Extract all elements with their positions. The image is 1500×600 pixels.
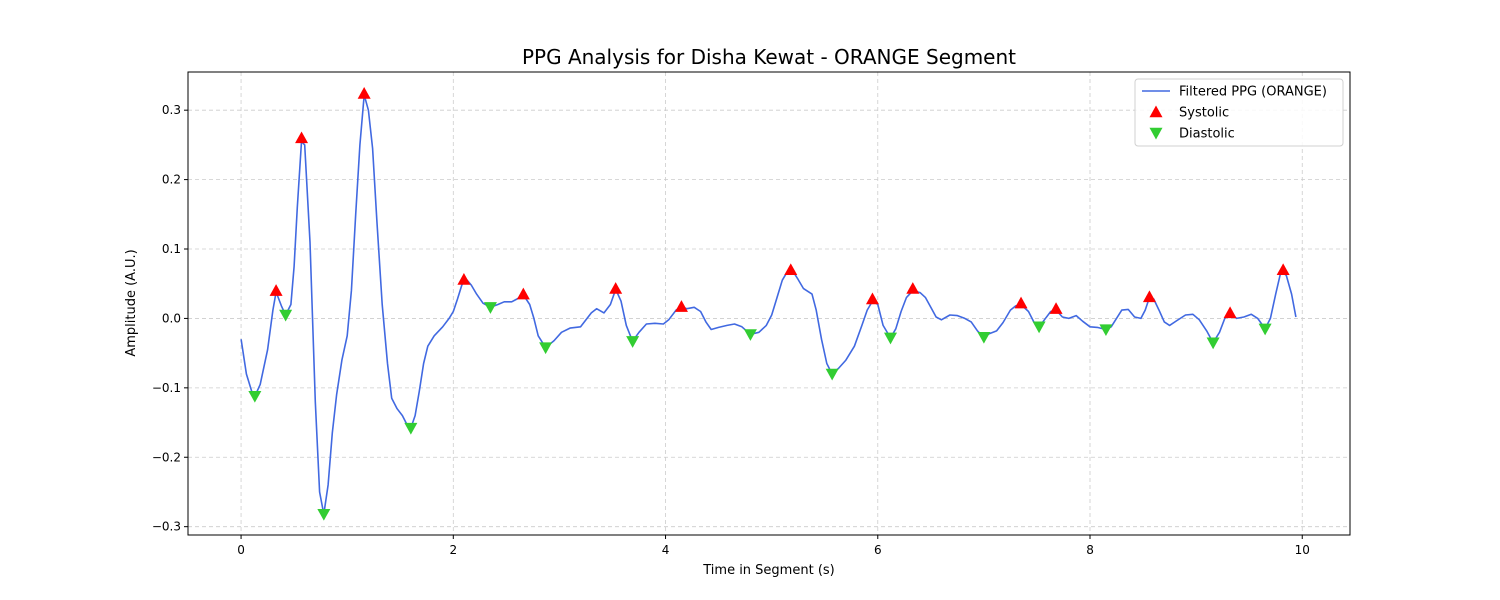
diastolic-marker bbox=[825, 368, 839, 381]
x-tick-label: 10 bbox=[1295, 543, 1310, 557]
plot-markers bbox=[248, 87, 1290, 521]
legend-label: Filtered PPG (ORANGE) bbox=[1179, 85, 1327, 100]
diastolic-marker bbox=[279, 309, 293, 322]
systolic-marker bbox=[609, 282, 623, 294]
plot-frame bbox=[187, 71, 1351, 536]
diastolic-marker bbox=[539, 342, 553, 355]
x-tick-label: 6 bbox=[874, 543, 882, 557]
diastolic-marker bbox=[626, 336, 640, 348]
y-tick-label: 0.3 bbox=[162, 103, 181, 117]
systolic-marker bbox=[457, 273, 471, 285]
systolic-marker bbox=[1276, 263, 1290, 276]
y-axis-label: Amplitude (A.U.) bbox=[124, 249, 139, 356]
legend-systolic-swatch bbox=[1149, 105, 1163, 118]
systolic-marker bbox=[1223, 306, 1237, 319]
diastolic-marker bbox=[483, 302, 497, 314]
diastolic-marker bbox=[743, 329, 757, 341]
y-tick-label: −0.3 bbox=[152, 520, 181, 534]
systolic-marker bbox=[1049, 302, 1063, 314]
x-tick-label: 0 bbox=[237, 543, 245, 557]
diastolic-marker bbox=[317, 508, 331, 521]
systolic-marker bbox=[516, 287, 530, 300]
x-tick-label: 4 bbox=[662, 543, 670, 557]
diastolic-marker bbox=[977, 331, 991, 344]
diastolic-marker bbox=[1099, 324, 1113, 337]
legend: Filtered PPG (ORANGE) Systolic Diastolic bbox=[1134, 78, 1344, 147]
y-tick-label: 0.2 bbox=[162, 173, 181, 187]
axis-ticks: 0 2 4 6 8 10 −0.3 −0.2 −0.1 0.0 0.1 0.2 0.3 bbox=[152, 103, 1310, 557]
diastolic-marker bbox=[248, 390, 262, 403]
systolic-marker bbox=[269, 284, 283, 296]
systolic-marker bbox=[906, 282, 920, 294]
y-tick-label: 0.1 bbox=[162, 242, 181, 256]
systolic-marker bbox=[295, 131, 309, 144]
systolic-marker bbox=[357, 87, 371, 99]
y-tick-label: −0.1 bbox=[152, 381, 181, 395]
x-tick-label: 2 bbox=[449, 543, 457, 557]
x-tick-label: 8 bbox=[1086, 543, 1094, 557]
systolic-marker bbox=[674, 300, 688, 312]
diastolic-marker bbox=[404, 422, 418, 435]
legend-label: Diastolic bbox=[1179, 127, 1235, 142]
legend-diastolic-swatch bbox=[1149, 127, 1163, 140]
legend-label: Systolic bbox=[1179, 106, 1229, 121]
systolic-marker bbox=[865, 292, 879, 305]
diastolic-marker bbox=[1258, 323, 1272, 336]
chart-title: PPG Analysis for Disha Kewat - ORANGE Se… bbox=[522, 45, 1016, 69]
x-axis-label: Time in Segment (s) bbox=[702, 563, 834, 578]
systolic-marker bbox=[784, 263, 798, 276]
legend-box bbox=[1134, 78, 1344, 147]
systolic-marker bbox=[1142, 290, 1156, 303]
y-tick-label: −0.2 bbox=[152, 450, 181, 464]
diastolic-marker bbox=[1206, 337, 1220, 350]
diastolic-marker bbox=[884, 332, 898, 345]
systolic-marker bbox=[1014, 296, 1028, 309]
diastolic-marker bbox=[1032, 321, 1046, 334]
y-tick-label: 0.0 bbox=[162, 311, 181, 325]
